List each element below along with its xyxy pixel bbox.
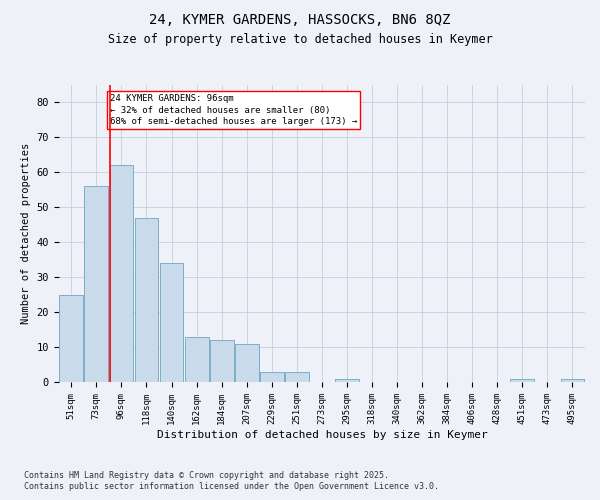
Bar [260, 372, 284, 382]
Bar [59, 295, 83, 382]
Bar [110, 166, 133, 382]
Y-axis label: Number of detached properties: Number of detached properties [21, 143, 31, 324]
Text: Size of property relative to detached houses in Keymer: Size of property relative to detached ho… [107, 32, 493, 46]
Bar [511, 379, 534, 382]
Bar [285, 372, 309, 382]
Text: Contains public sector information licensed under the Open Government Licence v3: Contains public sector information licen… [24, 482, 439, 491]
Bar [235, 344, 259, 383]
Bar [85, 186, 108, 382]
Text: Contains HM Land Registry data © Crown copyright and database right 2025.: Contains HM Land Registry data © Crown c… [24, 471, 389, 480]
Bar [210, 340, 233, 382]
X-axis label: Distribution of detached houses by size in Keymer: Distribution of detached houses by size … [157, 430, 487, 440]
Text: 24, KYMER GARDENS, HASSOCKS, BN6 8QZ: 24, KYMER GARDENS, HASSOCKS, BN6 8QZ [149, 12, 451, 26]
Bar [160, 264, 184, 382]
Bar [134, 218, 158, 382]
Bar [560, 379, 584, 382]
Text: 24 KYMER GARDENS: 96sqm
← 32% of detached houses are smaller (80)
68% of semi-de: 24 KYMER GARDENS: 96sqm ← 32% of detache… [110, 94, 358, 126]
Bar [185, 337, 209, 382]
Bar [335, 379, 359, 382]
